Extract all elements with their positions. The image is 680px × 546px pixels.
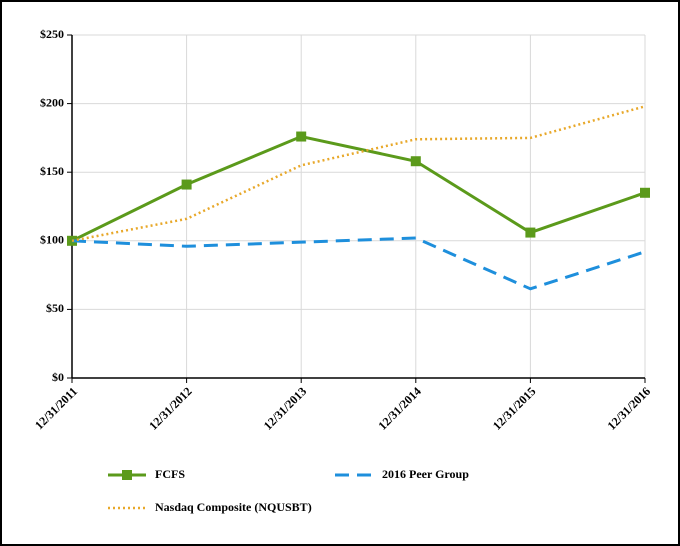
marker	[181, 179, 192, 190]
marker	[410, 156, 421, 167]
y-tick-label: $250	[40, 27, 64, 41]
marker	[525, 227, 536, 238]
y-tick-label: $0	[52, 370, 64, 384]
legend-label: FCFS	[155, 467, 185, 481]
legend-label: 2016 Peer Group	[382, 467, 469, 481]
y-tick-label: $50	[46, 301, 64, 315]
marker	[296, 131, 307, 142]
series-line	[71, 134, 646, 243]
y-tick-label: $100	[40, 233, 64, 247]
legend-marker	[122, 470, 132, 480]
series-line	[71, 105, 646, 243]
y-tick-label: $150	[40, 164, 64, 178]
legend-label: Nasdaq Composite (NQUSBT)	[155, 500, 312, 514]
series-line	[71, 236, 646, 291]
y-tick-label: $200	[40, 95, 64, 109]
marker	[640, 187, 650, 198]
